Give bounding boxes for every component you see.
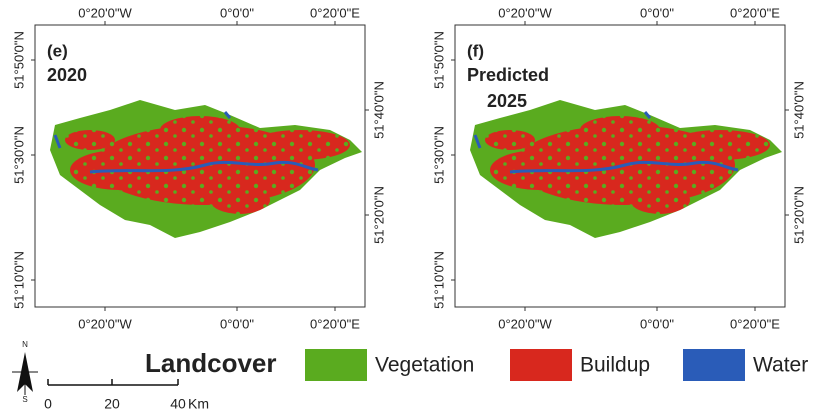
legend-swatch (683, 349, 745, 381)
left-coord: 51°10'0"N (431, 251, 446, 309)
bottom-coord: 0°20'0"E (310, 316, 360, 331)
scale-label: 40 (170, 396, 186, 412)
region-map (50, 100, 362, 238)
bottom-coord: 0°20'0"W (498, 316, 552, 331)
map-frame (34, 24, 366, 308)
right-coord: 51°20'0"N (371, 186, 386, 244)
panel-caption: 2020 (47, 65, 87, 85)
left-coord: 51°10'0"N (11, 251, 26, 309)
left-coord: 51°50'0"N (11, 31, 26, 89)
legend-swatch (305, 349, 367, 381)
bottom-coord: 0°20'0"W (78, 316, 132, 331)
bottom-coord: 0°0'0" (640, 316, 674, 331)
south-label: S (22, 395, 27, 404)
legend-label: Water (753, 354, 808, 377)
map-frame (454, 24, 786, 308)
right-coord: 51°40'0"N (371, 81, 386, 139)
right-coord: 51°20'0"N (791, 186, 806, 244)
legend-swatch (510, 349, 572, 381)
top-coord: 0°0'0" (640, 5, 674, 20)
bottom-coord: 0°20'0"E (730, 316, 780, 331)
panel-label: (f) (467, 41, 484, 60)
panel-caption: Predicted (467, 65, 549, 85)
legend-label: Buildup (580, 354, 650, 377)
panel-label: (e) (47, 41, 68, 60)
legend-label: Vegetation (375, 354, 474, 377)
top-coord: 0°20'0"W (498, 5, 552, 20)
top-coord: 0°20'0"E (730, 5, 780, 20)
top-coord: 0°0'0" (220, 5, 254, 20)
scale-unit: Km (188, 396, 209, 412)
bottom-coord: 0°0'0" (220, 316, 254, 331)
left-coord: 51°50'0"N (431, 31, 446, 89)
north-arrow-star (12, 360, 38, 395)
left-coord: 51°30'0"N (431, 126, 446, 184)
top-coord: 0°20'0"E (310, 5, 360, 20)
north-label: N (22, 340, 28, 349)
scale-label: 20 (104, 396, 120, 412)
left-coord: 51°30'0"N (11, 126, 26, 184)
right-coord: 51°40'0"N (791, 81, 806, 139)
top-coord: 0°20'0"W (78, 5, 132, 20)
legend-title: Landcover (145, 348, 277, 378)
region-map (470, 100, 782, 238)
panel-caption: 2025 (487, 91, 527, 111)
scale-label: 0 (44, 396, 52, 412)
